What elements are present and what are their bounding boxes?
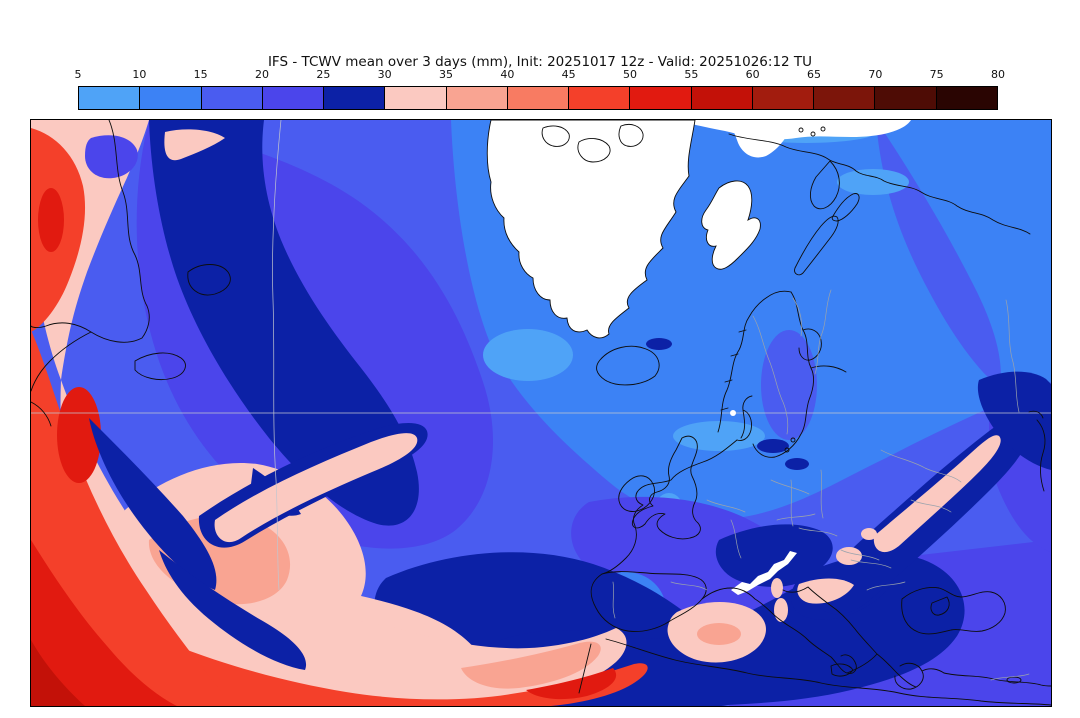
colorbar-tick-label: 35 — [439, 68, 453, 81]
colorbar-tick-label: 5 — [74, 68, 82, 81]
colorbar-tick-label: 70 — [868, 68, 883, 81]
colorbar-tick-label: 50 — [623, 68, 637, 81]
map-canvas — [31, 120, 1051, 706]
chart-title: IFS - TCWV mean over 3 days (mm), Init: … — [267, 54, 813, 70]
colorbar-segment — [446, 87, 508, 109]
colorbar-segment — [79, 87, 141, 109]
colorbar — [78, 86, 998, 110]
colorbar-segment — [385, 87, 447, 109]
colorbar-tick-label: 25 — [316, 68, 331, 81]
colorbar-segment — [875, 87, 937, 109]
pink-sliver-regions — [214, 433, 1001, 663]
colorbar-segment — [936, 87, 997, 109]
colorbar-tick-label: 55 — [684, 68, 699, 81]
colorbar-segment — [691, 87, 753, 109]
ice-regions — [487, 120, 911, 595]
graticule — [31, 120, 1051, 591]
weather-map: from grib files provided by ECMWF ©2025 … — [30, 119, 1052, 707]
colorbar-tick-label: 65 — [807, 68, 821, 81]
colorbar-tick-label: 15 — [193, 68, 208, 81]
colorbar-segment — [140, 87, 202, 109]
colorbar-segment — [569, 87, 631, 109]
colorbar-segment — [630, 87, 692, 109]
colorbar-tick-label: 60 — [745, 68, 760, 81]
colorbar-segment — [507, 87, 570, 109]
colorbar-segment — [752, 87, 815, 109]
colorbar-tick-label: 30 — [377, 68, 392, 81]
colorbar-tick-label: 45 — [561, 68, 576, 81]
country-borders — [612, 289, 1030, 681]
colorbar-tick-label: 20 — [255, 68, 269, 81]
colorbar-tick-label: 80 — [991, 68, 1005, 81]
colorbar-tick-label: 75 — [929, 68, 944, 81]
colorbar-tick-label: 40 — [500, 68, 515, 81]
coastlines — [31, 120, 1051, 706]
colorbar-segment — [324, 87, 386, 109]
colorbar-segment — [814, 87, 876, 109]
colorbar-segment — [262, 87, 325, 109]
colorbar-segment — [201, 87, 263, 109]
colorbar-ticks: 5 10 15 20 25 30 35 40 45 50 55 60 65 70 75 80 — [74, 68, 1006, 84]
colorbar-tick-label: 10 — [132, 68, 147, 81]
